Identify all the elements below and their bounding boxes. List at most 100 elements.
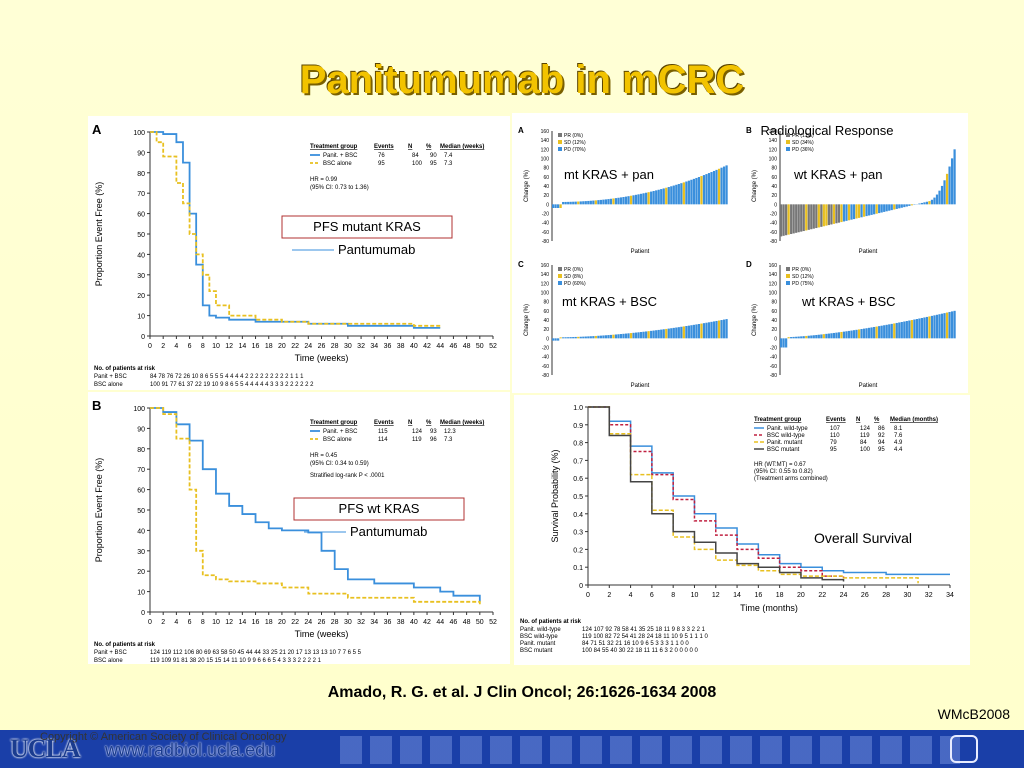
- annotation-box-text: PFS mutant KRAS: [313, 219, 421, 234]
- waterfall-bar: [609, 334, 613, 339]
- y-tick-label: 90: [137, 150, 145, 157]
- waterfall-bar: [782, 338, 785, 348]
- y-tick-label: -80: [770, 373, 777, 379]
- legend-cell: 100: [412, 161, 423, 167]
- y-tick-label: -80: [542, 373, 549, 379]
- home-icon[interactable]: [950, 735, 978, 763]
- waterfall-bar: [622, 333, 625, 339]
- waterfall-bar: [682, 326, 685, 339]
- waterfall-bar: [925, 201, 929, 205]
- waterfall-bar: [584, 201, 587, 205]
- y-tick-label: 100: [769, 291, 778, 297]
- x-axis-label: Patient: [631, 249, 650, 255]
- waterfall-bar: [903, 321, 906, 339]
- x-tick-label: 6: [188, 619, 192, 626]
- x-tick-label: 24: [840, 592, 848, 599]
- waterfall-bar: [878, 204, 881, 214]
- waterfall-bar: [702, 323, 706, 339]
- waterfall-bar: [933, 197, 936, 205]
- waterfall-bar: [717, 168, 721, 205]
- waterfall-bar: [622, 197, 625, 205]
- legend-header: N: [856, 417, 860, 423]
- waterfall-bar: [569, 337, 572, 339]
- waterfall-bar: [790, 204, 793, 235]
- citation: Amado, R. G. et al. J Clin Oncol; 26:162…: [327, 684, 717, 701]
- y-axis-label: Change (%): [524, 170, 530, 202]
- hazard-ratio: HR = 0.45: [310, 453, 338, 459]
- x-tick-label: 4: [174, 619, 178, 626]
- waterfall-bar: [602, 335, 605, 339]
- waterfall-bar: [827, 204, 830, 226]
- waterfall-bar: [870, 327, 873, 339]
- waterfall-bar: [928, 316, 931, 339]
- legend-cell: 84: [860, 440, 867, 446]
- y-tick-label: 80: [137, 171, 145, 178]
- risk-row-values: 119 109 91 81 38 20 15 15 14 11 10 9 9 6…: [150, 658, 322, 664]
- waterfall-bar: [945, 312, 949, 339]
- x-tick-label: 34: [370, 343, 378, 350]
- waterfall-bar: [883, 325, 886, 339]
- legend-cell: 115: [378, 429, 388, 435]
- x-tick-label: 20: [797, 592, 805, 599]
- waterfall-bar: [667, 328, 670, 339]
- legend-entry: SD (34%): [792, 140, 814, 146]
- legend-cell: 100: [860, 447, 871, 453]
- legend-cell: BSC alone: [323, 437, 352, 443]
- legend-cell: Panit. mutant: [767, 440, 803, 446]
- y-tick-label: 100: [541, 291, 550, 297]
- waterfall-bar: [920, 317, 924, 339]
- x-tick-label: 8: [201, 343, 205, 350]
- waterfall-bar: [840, 331, 843, 339]
- waterfall-bar: [817, 334, 820, 339]
- legend-header: %: [426, 144, 432, 150]
- annotation-line-text: Pantumumab: [350, 524, 427, 539]
- legend-header: Median (weeks): [440, 420, 484, 426]
- waterfall-bar: [860, 329, 863, 339]
- y-tick-label: 60: [137, 488, 145, 495]
- x-tick-label: 14: [238, 619, 246, 626]
- waterfall-bar: [614, 198, 618, 205]
- x-tick-label: 28: [331, 619, 339, 626]
- waterfall-bar: [903, 204, 906, 208]
- waterfall-bar: [840, 204, 843, 223]
- x-tick-label: 22: [818, 592, 826, 599]
- waterfall-bar: [554, 204, 557, 208]
- waterfall-bar: [572, 201, 575, 205]
- waterfall-bar: [697, 324, 701, 339]
- y-tick-label: 70: [137, 191, 145, 198]
- confidence-interval: (95% CI: 0.55 to 0.82): [754, 469, 813, 475]
- waterfall-bar: [655, 330, 658, 339]
- waterfall-bar: [940, 185, 944, 205]
- waterfall-bar: [667, 187, 670, 205]
- waterfall-bar: [662, 329, 665, 339]
- waterfall-letter: C: [518, 260, 524, 269]
- waterfall-bar: [837, 204, 841, 223]
- annotation-box: [281, 215, 453, 239]
- x-tick-label: 18: [265, 619, 273, 626]
- y-tick-label: 60: [543, 309, 549, 315]
- waterfall-bar: [647, 331, 650, 339]
- log-rank-stat: Stratified log-rank P < .0001: [310, 473, 385, 479]
- x-tick-label: 26: [318, 343, 326, 350]
- y-tick-label: 40: [771, 184, 777, 190]
- waterfall-bar: [707, 173, 711, 205]
- x-tick-label: 0: [148, 619, 152, 626]
- waterfall-bar: [862, 328, 866, 339]
- annotation-box-text: PFS wt KRAS: [339, 501, 420, 516]
- os-chart: 1.00.90.80.70.60.50.40.30.20.100 2 4 6 8 10 12…: [520, 405, 954, 654]
- x-tick-label: 2: [161, 619, 165, 626]
- waterfall-bar: [925, 316, 929, 339]
- legend-cell: BSC alone: [323, 161, 352, 167]
- waterfall-bar: [890, 204, 893, 211]
- waterfall-bar: [817, 204, 820, 228]
- waterfall-bar: [619, 197, 623, 205]
- waterfall-bar: [865, 204, 868, 217]
- waterfall-bar: [589, 336, 592, 339]
- panel-letter: B: [92, 398, 101, 413]
- waterfall-bar: [950, 311, 954, 339]
- website-link[interactable]: www.radbiol.ucla.edu: [105, 740, 276, 760]
- waterfall-bar: [614, 334, 618, 339]
- legend-cell: 8.1: [894, 426, 903, 432]
- waterfall-bar: [624, 196, 628, 205]
- waterfall-charts: Radiological Response A 160 140 120 100 80 60 40…: [518, 123, 956, 389]
